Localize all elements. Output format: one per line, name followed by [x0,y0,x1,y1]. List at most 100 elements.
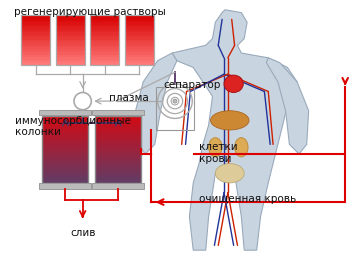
Bar [21,52,50,54]
Bar [90,45,119,47]
Bar [95,161,141,164]
Bar [125,39,154,42]
Bar [42,164,89,167]
Polygon shape [135,53,177,154]
Bar [125,45,154,47]
Bar [125,57,154,60]
Text: слив: слив [70,228,96,238]
Bar [90,60,119,62]
Bar [90,62,119,64]
Bar [39,183,91,189]
Bar [42,132,89,134]
Bar [56,20,85,22]
Polygon shape [172,10,297,250]
Bar [42,126,89,129]
Bar [56,57,85,60]
Bar [21,30,50,32]
Bar [95,126,141,129]
Bar [125,14,154,17]
Bar [42,140,89,142]
Bar [42,148,89,150]
Bar [95,121,141,124]
Bar [90,14,119,17]
Bar [56,47,85,50]
Bar [42,156,89,159]
Bar [42,153,89,156]
Bar [90,20,119,22]
Ellipse shape [211,111,249,130]
Bar [90,50,119,52]
Bar [90,32,119,35]
Bar [125,62,154,64]
Bar [21,60,50,62]
Bar [56,27,85,30]
Bar [95,137,141,140]
Bar [56,17,85,20]
Bar [90,52,119,54]
Bar [21,20,50,22]
Bar [95,172,141,175]
Bar [56,54,85,57]
Bar [21,22,50,25]
Bar [21,17,50,20]
Bar [90,22,119,25]
Bar [125,17,154,20]
Bar [92,110,144,115]
Bar [42,178,89,180]
Bar [95,132,141,134]
Bar [21,62,50,64]
Ellipse shape [234,138,248,157]
Bar [42,124,89,126]
Bar [95,164,141,167]
Bar [125,50,154,52]
Bar [21,32,50,35]
Bar [95,145,141,148]
Bar [95,178,141,180]
Bar [56,32,85,35]
Ellipse shape [215,164,244,183]
Bar [21,42,50,45]
Bar [21,54,50,57]
Bar [42,170,89,172]
Bar [95,156,141,159]
Bar [125,52,154,54]
Bar [125,30,154,32]
Text: очищенная кровь: очищенная кровь [199,194,296,204]
Bar [125,22,154,25]
Bar [125,47,154,50]
Bar [125,25,154,27]
Bar [42,167,89,170]
Bar [42,142,89,145]
Bar [125,32,154,35]
Bar [56,52,85,54]
Bar [21,47,50,50]
Bar [56,30,85,32]
Bar [42,129,89,132]
Text: сепаратор: сепаратор [163,80,221,90]
Bar [90,25,119,27]
Bar [125,42,154,45]
Bar [90,39,119,42]
Bar [42,116,89,118]
Text: клетки
крови: клетки крови [199,142,238,164]
Bar [56,50,85,52]
Bar [21,45,50,47]
Bar [21,25,50,27]
Bar [90,30,119,32]
Bar [21,14,50,64]
Bar [95,124,141,126]
Bar [125,60,154,62]
Bar [56,62,85,64]
Bar [42,121,89,124]
Bar [95,150,141,153]
Bar [90,57,119,60]
Bar [21,39,50,42]
Text: плазма: плазма [109,93,149,103]
Bar [95,116,141,118]
Bar [42,118,89,121]
Text: иммуносорбционные
колонки: иммуносорбционные колонки [15,116,131,137]
Bar [42,172,89,175]
Bar [56,14,85,64]
Bar [56,14,85,17]
Bar [125,37,154,39]
